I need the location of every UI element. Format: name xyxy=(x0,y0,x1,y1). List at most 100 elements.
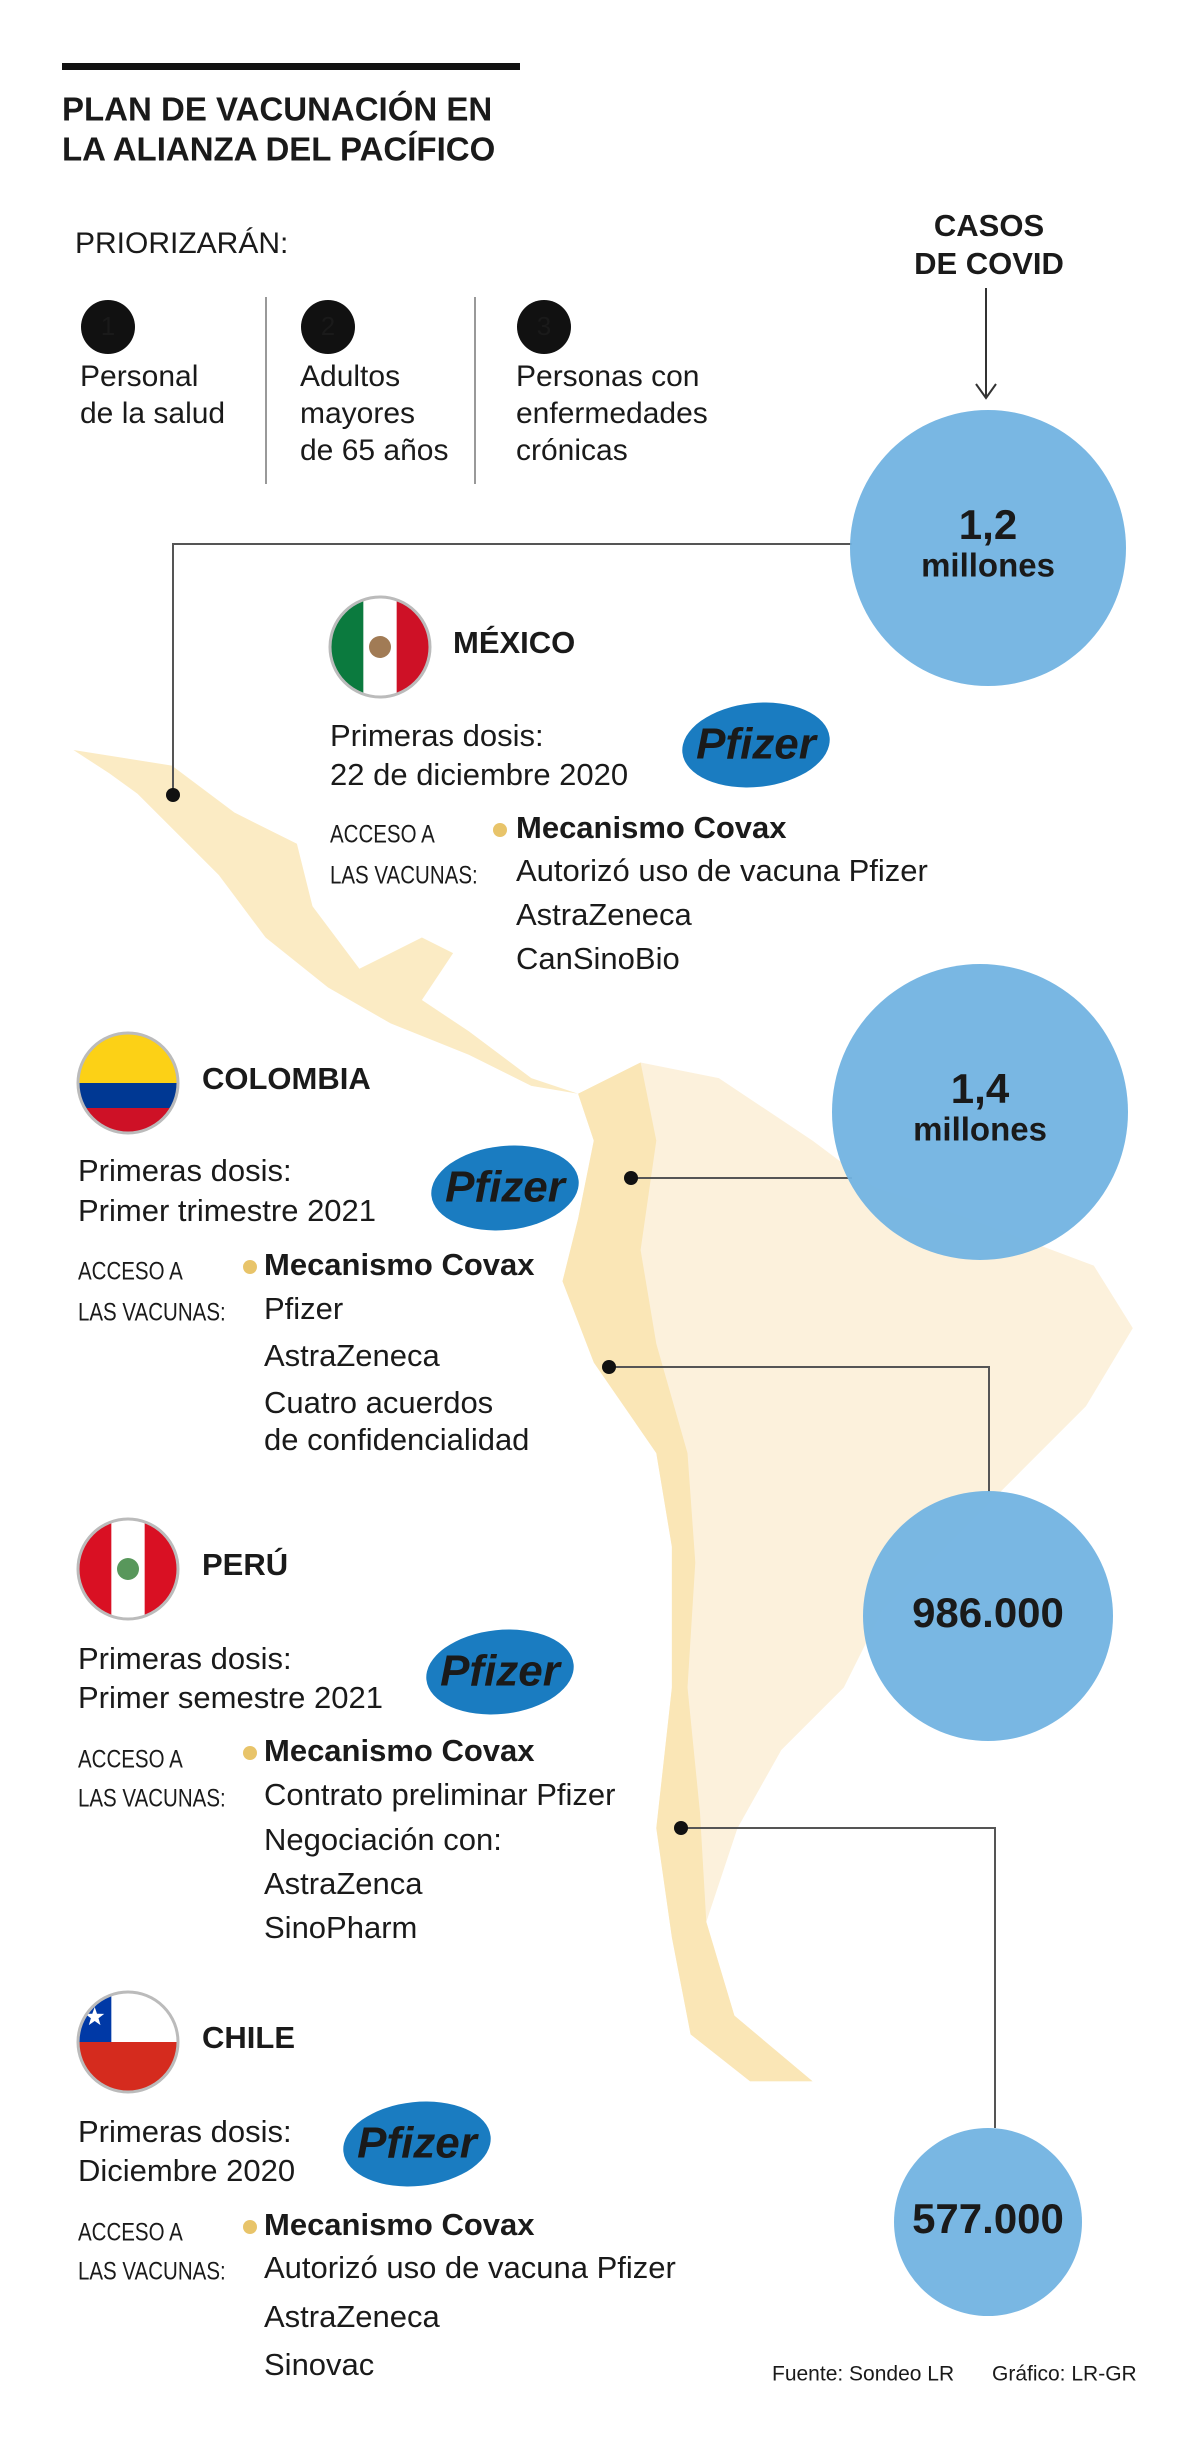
doses-date: 22 de diciembre 2020 xyxy=(330,757,628,792)
priority-badge xyxy=(81,300,135,354)
cases-value: millones xyxy=(921,547,1055,584)
country-name: COLOMBIA xyxy=(202,1061,371,1096)
title: PLAN DE VACUNACIÓN EN xyxy=(62,91,492,128)
bullet xyxy=(243,1746,257,1760)
doses-label: Primeras dosis: xyxy=(330,718,544,753)
bullet xyxy=(243,1260,257,1274)
mechanism: Mecanismo Covax xyxy=(264,1733,535,1768)
access-label: ACCESO A xyxy=(78,1745,183,1773)
priority-text: crónicas xyxy=(516,434,628,467)
doses-date: Diciembre 2020 xyxy=(78,2153,295,2188)
priority-text: de 65 años xyxy=(300,434,448,467)
priority-text: mayores xyxy=(300,397,415,430)
location-dot xyxy=(674,1821,688,1835)
vaccine-item: AstraZeneca xyxy=(264,2299,441,2334)
credit: Gráfico: LR-GR xyxy=(992,2363,1137,2386)
priority-text: enfermedades xyxy=(516,397,708,430)
priority-text: Adultos xyxy=(300,360,400,393)
cases-bubble xyxy=(863,1491,1113,1741)
flag-ring xyxy=(328,595,432,699)
source: Fuente: Sondeo LR xyxy=(772,2363,954,2386)
mechanism: Mecanismo Covax xyxy=(264,2207,535,2242)
access-label: LAS VACUNAS: xyxy=(78,1298,226,1326)
doses-label: Primeras dosis: xyxy=(78,1641,292,1676)
priority-badge xyxy=(517,300,571,354)
bullet xyxy=(243,2220,257,2234)
vaccine-item: AstraZeneca xyxy=(516,897,693,932)
connector xyxy=(172,543,852,795)
vaccine-item: Autorizó uso de vacuna Pfizer xyxy=(264,2250,676,2285)
pfizer-logo xyxy=(343,2101,491,2187)
flag-emblem xyxy=(117,1558,139,1580)
cases-value: 577.000 xyxy=(912,2195,1064,2242)
cases-value: 986.000 xyxy=(912,1589,1064,1636)
access-label: ACCESO A xyxy=(78,2218,183,2246)
cases-value: 1,4 xyxy=(951,1065,1010,1112)
vaccine-item: SinoPharm xyxy=(264,1910,417,1945)
vaccine-item: Sinovac xyxy=(264,2347,374,2382)
doses-date: Primer trimestre 2021 xyxy=(78,1193,376,1228)
country-name: PERÚ xyxy=(202,1546,288,1582)
cases-bubble xyxy=(832,964,1128,1260)
priority-badge xyxy=(301,300,355,354)
priority-text: de la salud xyxy=(80,397,225,430)
vaccine-item: AstraZeneca xyxy=(264,1338,441,1373)
priority-label: PRIORIZARÁN: xyxy=(75,227,288,260)
pfizer-logo xyxy=(426,1629,574,1715)
flag-stripe xyxy=(78,1083,178,1108)
title-bar xyxy=(62,63,520,70)
title: LA ALIANZA DEL PACÍFICO xyxy=(62,131,495,168)
pfizer-logo xyxy=(431,1145,579,1231)
arrow-head xyxy=(975,383,997,400)
doses-date: Primer semestre 2021 xyxy=(78,1680,383,1715)
vaccine-item: Autorizó uso de vacuna Pfizer xyxy=(516,853,928,888)
connector xyxy=(681,1827,996,2128)
flag-ring xyxy=(76,1517,180,1621)
connector xyxy=(609,1366,990,1492)
priority-number: 3 xyxy=(537,311,551,341)
pfizer-logo-text: Pfizer xyxy=(696,720,819,769)
map-pacific-coast xyxy=(562,1062,813,2082)
pfizer-logo-text: Pfizer xyxy=(357,2119,480,2168)
priority-text: Personas con xyxy=(516,360,699,393)
vaccine-item: Negociación con: xyxy=(264,1822,502,1857)
priority-number: 1 xyxy=(101,311,115,341)
country-name: CHILE xyxy=(202,2020,295,2055)
flag-emblem xyxy=(369,636,391,658)
map-north-america xyxy=(73,750,579,1094)
access-label: LAS VACUNAS: xyxy=(78,1784,226,1812)
access-label: LAS VACUNAS: xyxy=(78,2257,226,2285)
cases-value: 1,2 xyxy=(959,501,1017,548)
cases-bubble xyxy=(850,410,1126,686)
location-dot xyxy=(166,788,180,802)
flag-star xyxy=(85,2007,105,2026)
country-name: MÉXICO xyxy=(453,625,575,660)
bullet xyxy=(493,823,507,837)
flag-ring xyxy=(76,1031,180,1135)
cases-label: CASOS xyxy=(934,208,1044,243)
mechanism: Mecanismo Covax xyxy=(264,1247,535,1282)
access-label: ACCESO A xyxy=(330,820,435,848)
mechanism: Mecanismo Covax xyxy=(516,810,787,845)
vaccine-item: Cuatro acuerdos xyxy=(264,1385,493,1420)
cases-bubble xyxy=(894,2128,1082,2316)
location-dot xyxy=(624,1171,638,1185)
pfizer-logo-text: Pfizer xyxy=(445,1163,568,1212)
doses-label: Primeras dosis: xyxy=(78,1153,292,1188)
flag xyxy=(330,597,430,697)
location-dot xyxy=(602,1360,616,1374)
vaccine-item: CanSinoBio xyxy=(516,941,680,976)
vaccine-item: Contrato preliminar Pfizer xyxy=(264,1777,615,1812)
pfizer-logo xyxy=(682,702,830,788)
flag-ring xyxy=(76,1990,180,2094)
doses-label: Primeras dosis: xyxy=(78,2114,292,2149)
access-label: LAS VACUNAS: xyxy=(330,861,478,889)
vaccine-item: de confidencialidad xyxy=(264,1422,529,1457)
vaccine-item: Pfizer xyxy=(264,1291,343,1326)
priority-text: Personal xyxy=(80,360,198,393)
cases-value: millones xyxy=(913,1111,1047,1148)
access-label: ACCESO A xyxy=(78,1257,183,1285)
vaccine-item: AstraZenca xyxy=(264,1866,423,1901)
